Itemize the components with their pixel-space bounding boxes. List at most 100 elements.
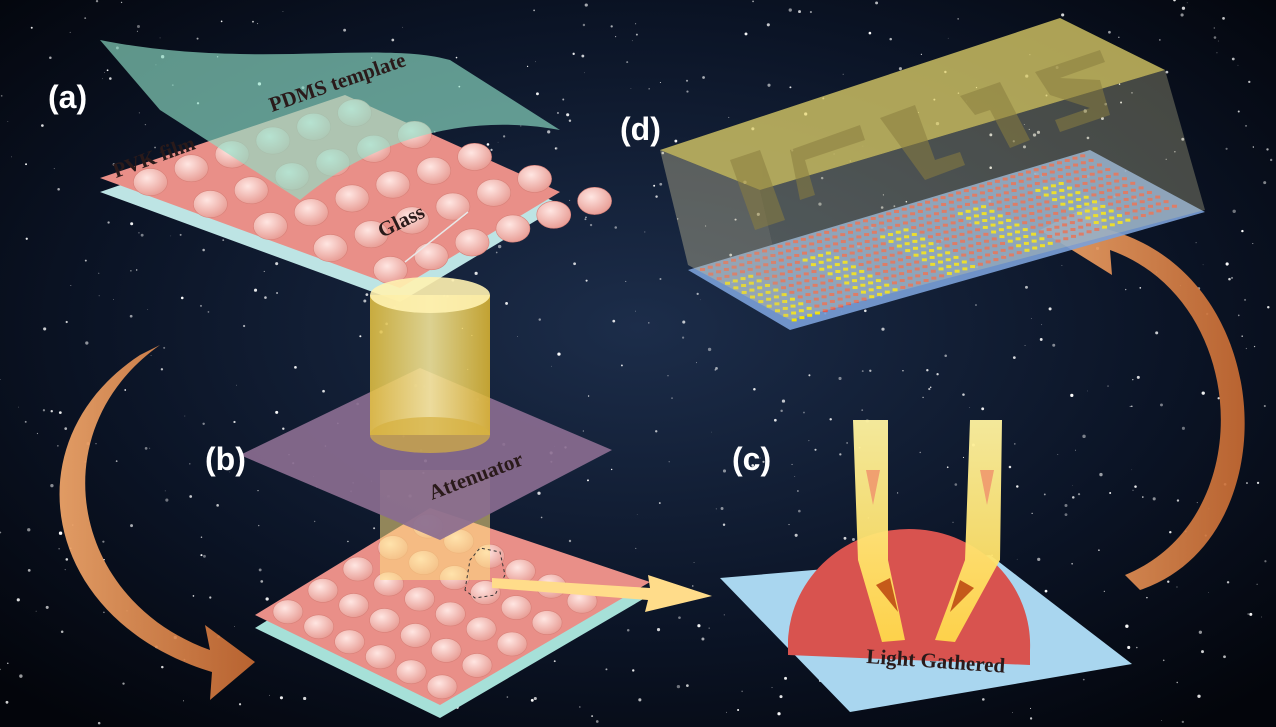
star: [728, 116, 730, 118]
pixel: [1032, 246, 1038, 250]
star: [1253, 345, 1256, 348]
pixel: [875, 279, 881, 283]
dome: [457, 143, 492, 171]
star: [1086, 136, 1090, 140]
pixel: [907, 276, 913, 280]
star: [767, 83, 771, 87]
dome: [133, 168, 168, 196]
pixel: [1044, 200, 1050, 204]
pixel: [945, 258, 951, 262]
pixel: [951, 228, 957, 232]
pixel: [1031, 239, 1037, 243]
star: [562, 98, 565, 101]
pixel: [765, 290, 771, 294]
star: [648, 88, 650, 90]
star: [686, 684, 689, 687]
star: [655, 195, 658, 198]
star: [5, 700, 9, 704]
star: [729, 253, 733, 257]
pixel: [763, 263, 769, 267]
pixel: [1019, 193, 1025, 197]
star: [1132, 489, 1134, 491]
glass-edge: [404, 211, 469, 263]
star: [1226, 581, 1230, 584]
star: [50, 410, 53, 413]
star: [1264, 560, 1267, 563]
pixel: [780, 279, 786, 283]
star: [537, 491, 541, 495]
star: [852, 538, 855, 541]
pixel: [1049, 163, 1055, 167]
star: [744, 32, 748, 36]
pixel: [1131, 202, 1137, 206]
star: [60, 630, 64, 634]
pixel: [1057, 168, 1063, 172]
star: [1216, 52, 1218, 54]
star: [109, 77, 112, 80]
pixel: [1071, 234, 1077, 238]
pixel: [821, 295, 827, 299]
pixel: [1089, 172, 1095, 176]
star: [535, 61, 536, 63]
star: [691, 585, 694, 587]
pixel: [899, 272, 905, 276]
star: [751, 464, 755, 467]
pixel: [1115, 193, 1121, 197]
star: [962, 456, 965, 459]
pixel: [856, 242, 862, 246]
pixel: [964, 196, 970, 200]
pixel: [1098, 177, 1104, 181]
pixel: [883, 269, 889, 273]
pixel: [1054, 225, 1060, 229]
star: [929, 386, 932, 389]
pixel: [874, 265, 880, 269]
pixel: [732, 279, 738, 283]
pixel: [1039, 237, 1045, 241]
star: [129, 314, 133, 318]
star: [1031, 512, 1033, 514]
dome: [495, 214, 531, 243]
pixel: [936, 239, 942, 243]
star: [7, 121, 9, 122]
star: [626, 61, 629, 64]
star: [1077, 493, 1081, 496]
star: [838, 376, 842, 381]
star: [846, 442, 848, 444]
pixel: [996, 200, 1002, 204]
pixel: [1028, 205, 1034, 209]
star: [682, 320, 686, 324]
star: [880, 206, 884, 209]
star: [780, 409, 783, 413]
pixel: [1105, 174, 1111, 178]
pixel: [1007, 239, 1013, 243]
pixel: [1073, 170, 1079, 174]
star: [1237, 314, 1240, 317]
pixel: [782, 306, 788, 310]
pixel: [877, 292, 883, 296]
pixel: [1046, 228, 1052, 232]
star: [551, 365, 552, 367]
pixel: [809, 249, 815, 253]
star: [674, 139, 678, 143]
star: [138, 112, 140, 114]
star: [936, 373, 939, 376]
dome: [461, 653, 493, 678]
star: [497, 141, 499, 143]
pixel: [787, 263, 793, 267]
star: [196, 37, 199, 40]
star: [556, 111, 560, 115]
star: [1024, 345, 1026, 346]
star: [1022, 145, 1026, 149]
pixel: [933, 205, 939, 209]
pixel: [766, 304, 772, 308]
pixel: [1077, 218, 1083, 222]
pixel: [1022, 228, 1028, 232]
pixel: [1020, 200, 1026, 204]
star: [1136, 646, 1138, 649]
pixel: [1035, 188, 1041, 192]
pixel: [1105, 168, 1111, 172]
star: [843, 536, 847, 540]
pixel: [1101, 218, 1107, 222]
pixel: [872, 237, 878, 241]
star: [238, 703, 242, 706]
